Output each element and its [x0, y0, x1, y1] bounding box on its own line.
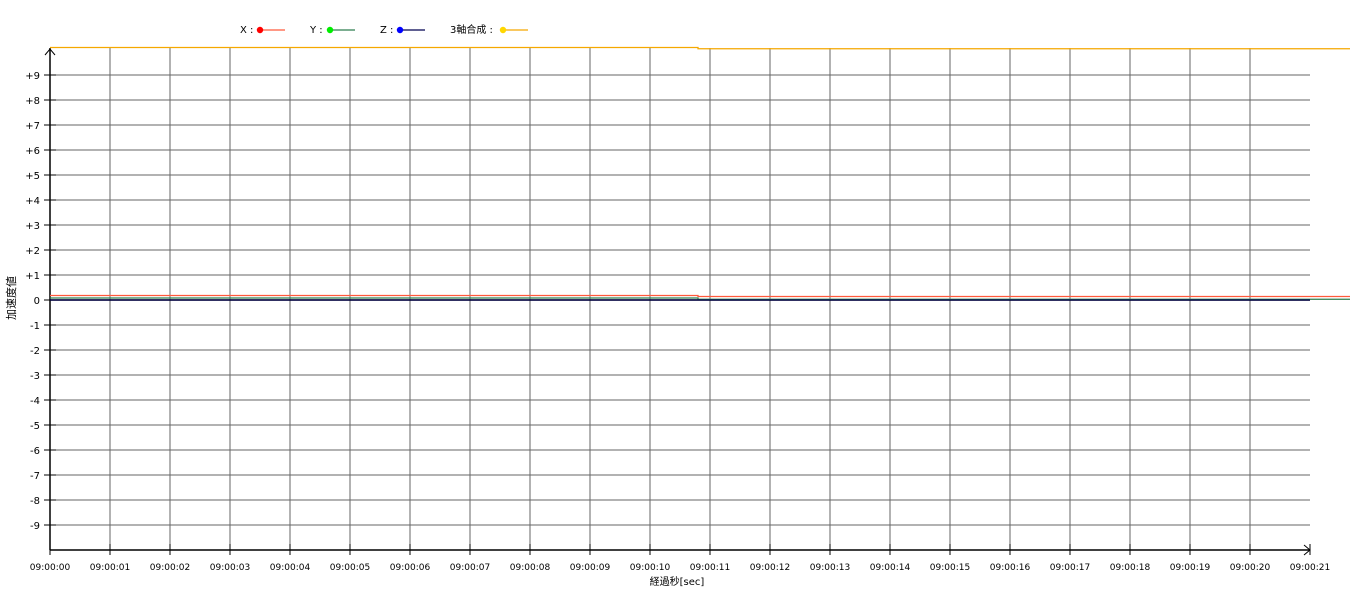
x-tick-label: 09:00:01	[90, 563, 130, 573]
x-tick-label: 09:00:21	[1290, 563, 1330, 573]
x-tick-label: 09:00:02	[150, 563, 190, 573]
y-axis-label: 加速度値	[4, 276, 18, 320]
legend-label: X :	[240, 25, 253, 36]
x-tick-label: 09:00:20	[1230, 563, 1271, 573]
axes: -9 -8 -7 -6 -5 -4 -3 -2 -1 0 +1 +2 +3 +4 +5 +6 +7 +8 +9 09:…	[25, 48, 1330, 573]
series-line-3軸合成	[50, 46, 1350, 50]
y-tick-label: -9	[30, 521, 40, 532]
x-tick-label: 09:00:08	[510, 563, 551, 573]
x-tick-label: 09:00:04	[270, 563, 311, 573]
x-tick-label: 09:00:06	[390, 563, 431, 573]
x-tick-label: 09:00:05	[330, 563, 370, 573]
series-line-Y	[50, 297, 1350, 300]
y-tick-label: -6	[30, 446, 40, 457]
y-tick-label: +9	[25, 71, 40, 82]
y-tick-label: +5	[25, 171, 40, 182]
y-tick-label: +7	[25, 121, 40, 132]
y-tick-label: +3	[25, 221, 40, 232]
x-axis-label: 経過秒[sec]	[650, 575, 705, 588]
series-lines	[50, 46, 1350, 301]
x-tick-label: 09:00:14	[870, 563, 911, 573]
y-tick-label: +4	[25, 196, 40, 207]
y-axis-arrow	[44, 48, 56, 56]
legend-marker	[499, 26, 507, 34]
legend-label: Z :	[380, 25, 393, 36]
y-tick-label: -1	[30, 321, 40, 332]
y-tick-label: -4	[30, 396, 40, 407]
y-tick-label: +8	[25, 96, 40, 107]
x-tick-label: 09:00:18	[1110, 563, 1151, 573]
legend-label: Y :	[309, 25, 323, 36]
series-line-X	[50, 294, 1350, 298]
x-tick-label: 09:00:07	[450, 563, 490, 573]
y-tick-label: +1	[25, 271, 40, 282]
x-tick-label: 09:00:11	[690, 563, 730, 573]
x-tick-label: 09:00:09	[570, 563, 611, 573]
x-tick-label: 09:00:15	[930, 563, 970, 573]
legend-label: 3軸合成 :	[450, 23, 493, 36]
y-tick-label: -5	[30, 421, 40, 432]
legend-marker	[326, 26, 334, 34]
legend-marker	[256, 26, 264, 34]
y-tick-label: -7	[30, 471, 40, 482]
x-axis-arrow	[1303, 544, 1311, 556]
y-tick-label: -3	[30, 371, 40, 382]
y-tick-label: -2	[30, 346, 40, 357]
x-tick-label: 09:00:10	[630, 563, 671, 573]
legend: X : Y : Z : 3軸合成 :	[240, 23, 528, 36]
x-tick-label: 09:00:12	[750, 563, 790, 573]
x-tick-label: 09:00:00	[30, 563, 71, 573]
x-tick-label: 09:00:03	[210, 563, 250, 573]
y-tick-label: +2	[25, 246, 40, 257]
x-tick-label: 09:00:19	[1170, 563, 1211, 573]
x-tick-label: 09:00:16	[990, 563, 1031, 573]
y-tick-label: -8	[30, 496, 40, 507]
x-tick-label: 09:00:17	[1050, 563, 1090, 573]
y-tick-label: 0	[34, 296, 40, 307]
x-tick-label: 09:00:13	[810, 563, 850, 573]
y-tick-label: +6	[25, 146, 40, 157]
legend-marker	[396, 26, 404, 34]
